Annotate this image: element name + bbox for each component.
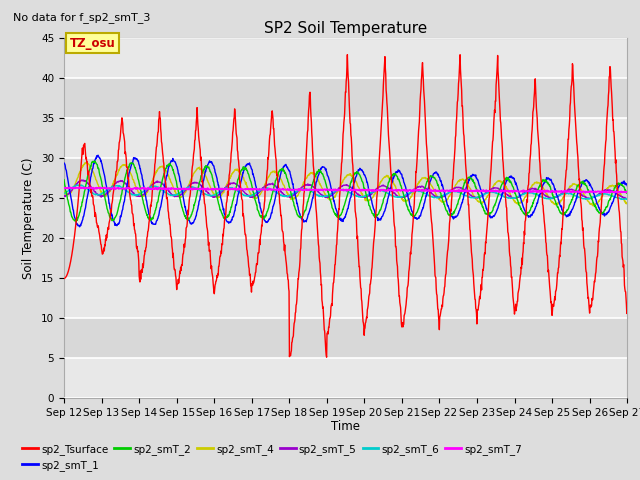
Bar [64,158,627,198]
Text: TZ_osu: TZ_osu [70,37,115,50]
Legend: sp2_Tsurface, sp2_smT_1, sp2_smT_2, sp2_smT_4, sp2_smT_5, sp2_smT_6, sp2_smT_7: sp2_Tsurface, sp2_smT_1, sp2_smT_2, sp2_… [18,439,526,475]
Bar [64,359,627,398]
Bar [64,119,627,158]
Bar [64,278,627,318]
Bar [64,38,627,78]
Bar [64,318,627,359]
Text: No data for f_sp2_smT_3: No data for f_sp2_smT_3 [13,12,150,23]
Y-axis label: Soil Temperature (C): Soil Temperature (C) [22,157,35,279]
Bar [64,198,627,239]
X-axis label: Time: Time [331,420,360,432]
Bar [64,239,627,278]
Title: SP2 Soil Temperature: SP2 Soil Temperature [264,21,428,36]
Bar [64,78,627,119]
